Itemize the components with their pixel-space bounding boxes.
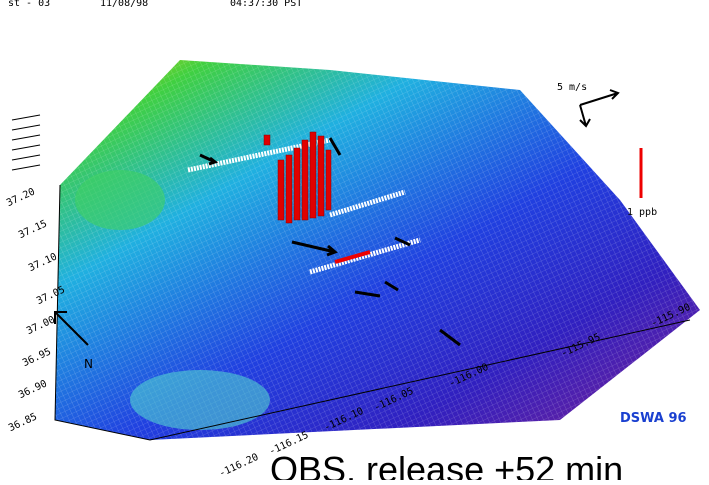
lat-label: 36.95 <box>21 346 53 369</box>
lat-label: 37.20 <box>5 186 37 209</box>
credit: DSWA 96 <box>620 411 687 426</box>
lat-label: 36.85 <box>7 411 39 434</box>
lat-label: 37.15 <box>17 218 49 241</box>
caption: OBS, release +52 min <box>270 449 623 480</box>
lat-label: 36.90 <box>17 378 49 401</box>
header-time: 04:37:30 PST <box>230 0 302 9</box>
wind-scale-label: 5 m/s <box>557 82 587 93</box>
header-date: 11/08/98 <box>100 0 148 9</box>
scene: st - 03 11/08/98 04:37:30 PST 5 m/s 1 pp… <box>0 0 709 480</box>
lat-label: 37.00 <box>25 314 57 337</box>
conc-scale-label: 1 ppb <box>627 207 657 218</box>
lon-label: -116.20 <box>218 452 261 480</box>
north-label: N <box>84 357 93 371</box>
ridge <box>75 170 165 230</box>
wind-scale-arrows <box>580 90 618 126</box>
lat-scale <box>12 115 40 170</box>
ridge <box>130 370 270 430</box>
lat-label: 37.10 <box>27 251 59 274</box>
header-station: st - 03 <box>8 0 50 9</box>
